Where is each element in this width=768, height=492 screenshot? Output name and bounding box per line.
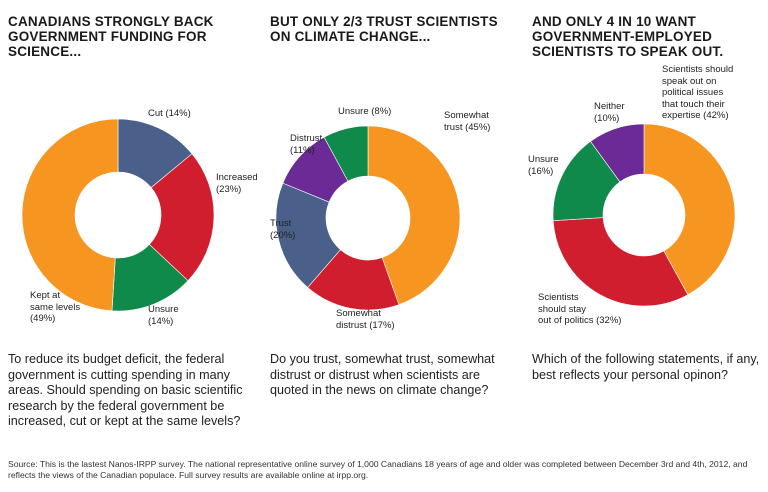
slice-label: Distrust (11%): [290, 133, 323, 156]
donut-slice: [590, 123, 645, 183]
chart-title: BUT ONLY 2/3 TRUST SCIENTISTS ON CLIMATE…: [270, 14, 498, 44]
chart-panel-3: AND ONLY 4 IN 10 WANT GOVERNMENT-EMPLOYE…: [524, 0, 768, 440]
donut-slice: [21, 118, 119, 312]
survey-question: To reduce its budget deficit, the federa…: [8, 352, 243, 428]
donut-slice: [148, 153, 215, 282]
slice-label: Unsure (8%): [338, 106, 392, 117]
slice-label: Scientists should speak out on political…: [662, 64, 734, 121]
donut-chart-2: [275, 125, 461, 311]
slice-label: Neither (10%): [594, 101, 625, 124]
donut-slice: [552, 217, 689, 307]
slice-label: Somewhat trust (45%): [444, 110, 491, 133]
donut-slice: [323, 125, 369, 182]
donut-slice: [643, 123, 736, 296]
slice-label: Unsure (16%): [528, 154, 559, 177]
chart-panel-1: CANADIANS STRONGLY BACK GOVERNMENT FUNDI…: [0, 0, 258, 440]
donut-chart-3: [552, 123, 736, 307]
slice-label: Trust (20%): [270, 218, 296, 241]
slice-label: Increased (23%): [216, 172, 258, 195]
chart-title: CANADIANS STRONGLY BACK GOVERNMENT FUNDI…: [8, 14, 214, 59]
slice-label: Cut (14%): [148, 108, 191, 119]
slice-label: Somewhat distrust (17%): [336, 308, 395, 331]
donut-slice: [275, 182, 341, 288]
survey-question: Which of the following statements, if an…: [532, 352, 760, 382]
chart-title: AND ONLY 4 IN 10 WANT GOVERNMENT-EMPLOYE…: [532, 14, 724, 59]
slice-label: Scientists should stay out of politics (…: [538, 292, 622, 326]
source-note: Source: This is the lastest Nanos-IRPP s…: [8, 459, 748, 480]
slice-label: Kept at same levels (49%): [30, 290, 81, 324]
donut-chart-1: [21, 118, 215, 312]
survey-question: Do you trust, somewhat trust, somewhat d…: [270, 352, 495, 397]
donut-slice: [367, 125, 461, 306]
slice-label: Unsure (14%): [148, 304, 179, 327]
chart-panel-2: BUT ONLY 2/3 TRUST SCIENTISTS ON CLIMATE…: [262, 0, 518, 440]
